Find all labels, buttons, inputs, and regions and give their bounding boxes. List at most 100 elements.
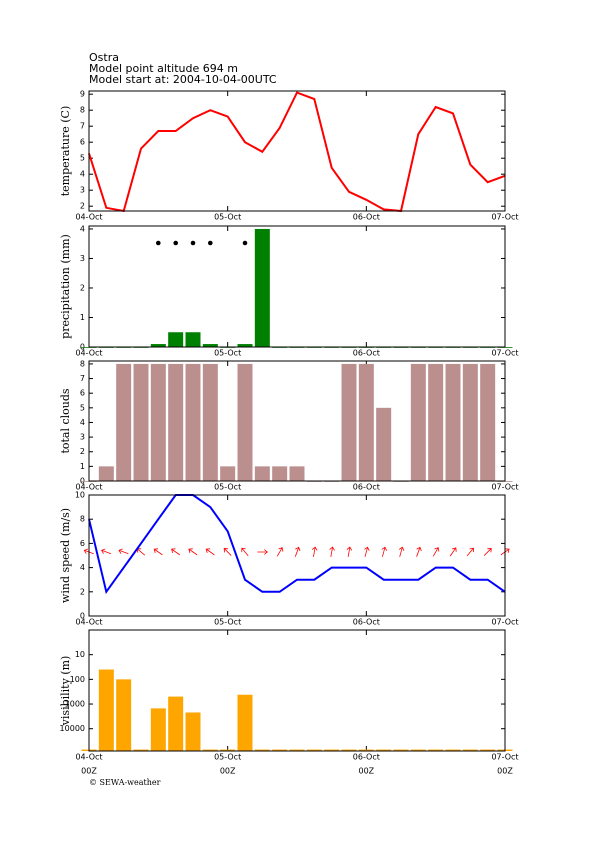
time-label: 00Z <box>81 767 97 776</box>
x-tick-label: 06-Oct <box>353 213 380 222</box>
y-tick-label: 6 <box>80 539 85 548</box>
y-tick-label: 100 <box>70 675 85 684</box>
bar <box>289 749 305 751</box>
x-tick-label: 06-Oct <box>353 483 380 492</box>
bar <box>289 466 305 481</box>
bar <box>185 332 201 347</box>
y-tick-label: 2 <box>80 202 85 211</box>
x-tick-label: 06-Oct <box>353 618 380 627</box>
bar <box>168 363 184 481</box>
y-tick-label: 2 <box>80 587 85 596</box>
x-tick-label: 07-Oct <box>491 483 518 492</box>
y-axis-label: wind speed (m/s) <box>59 508 72 603</box>
y-tick-label: 9 <box>80 90 85 99</box>
bar <box>237 363 253 481</box>
bar <box>410 749 426 751</box>
bar <box>376 407 392 481</box>
x-tick-label: 04-Oct <box>75 753 102 762</box>
y-tick-label: 4 <box>80 563 85 572</box>
y-tick-label: 7 <box>80 374 85 383</box>
y-tick-label: 2 <box>80 283 85 292</box>
bar <box>220 466 236 481</box>
x-tick-label: 06-Oct <box>353 753 380 762</box>
bar <box>133 363 149 481</box>
x-tick-label: 07-Oct <box>491 349 518 358</box>
altitude: Model point altitude 694 m <box>89 62 238 75</box>
station-name: Ostra <box>89 51 119 64</box>
bar <box>116 363 132 481</box>
line <box>88 494 506 595</box>
bar <box>98 466 114 481</box>
bar <box>480 363 496 481</box>
x-tick-label: 07-Oct <box>491 753 518 762</box>
precip-symbols <box>156 240 265 246</box>
y-tick-label: 6 <box>80 389 85 398</box>
x-tick-label: 04-Oct <box>75 618 102 627</box>
x-tick-label: 06-Oct <box>353 349 380 358</box>
panel: temperature (C) 2 3 4 5 6 7 8 9 04-Oct 05-Oct 06-Oc… <box>59 90 519 222</box>
plot-frame <box>88 360 506 482</box>
time-label: 00Z <box>358 767 374 776</box>
line <box>88 91 506 213</box>
y-axis-label: visibility (m) <box>59 656 72 727</box>
panel: visibility (m)10 100 1000 10000 04-Oct 05-Oct… <box>59 629 519 776</box>
bar <box>168 332 184 347</box>
time-label: 00Z <box>497 767 513 776</box>
y-tick-label: 8 <box>80 515 85 524</box>
x-tick-label: 05-Oct <box>214 483 241 492</box>
bar <box>254 228 270 347</box>
bar <box>220 749 236 751</box>
y-axis-label: precipitation (mm) <box>59 234 72 339</box>
plot-frame <box>88 225 506 348</box>
y-tick-label: 1 <box>80 462 85 471</box>
bar <box>393 749 409 751</box>
bar <box>358 749 374 751</box>
bar <box>272 466 288 481</box>
x-tick-label: 04-Oct <box>75 483 102 492</box>
plot-frame <box>88 494 506 617</box>
y-tick-label: 10000 <box>60 724 85 733</box>
y-tick-label: 10 <box>75 650 85 659</box>
model-start: Model start at: 2004-10-04-00UTC <box>89 73 277 86</box>
x-tick-label: 05-Oct <box>214 349 241 358</box>
y-tick-label: 8 <box>80 359 85 368</box>
y-tick-label: 2 <box>80 447 85 456</box>
y-axis-label: total clouds <box>59 388 72 453</box>
bar <box>462 749 478 751</box>
bar <box>150 708 166 751</box>
bar <box>237 344 253 347</box>
y-tick-label: 7 <box>80 122 85 131</box>
bar <box>202 344 218 347</box>
x-tick-label: 04-Oct <box>75 349 102 358</box>
time-label: 00Z <box>220 767 236 776</box>
panel: wind speed (m/s) 0 2 4 6 8 10 04-Oct 05-Oct 06-Oc… <box>59 491 519 627</box>
y-tick-label: 8 <box>80 106 85 115</box>
bar <box>376 749 392 751</box>
bar <box>410 363 426 481</box>
bar <box>272 749 288 751</box>
y-tick-label: 5 <box>80 403 85 412</box>
y-tick-label: 0 <box>80 612 85 621</box>
bar <box>254 466 270 481</box>
bar <box>185 712 201 751</box>
bar <box>324 749 340 751</box>
bar <box>445 749 461 751</box>
y-tick-label: 10 <box>75 491 85 500</box>
bar <box>428 749 444 751</box>
bar <box>445 363 461 481</box>
panel: precipitation (mm)0123404-Oct05-Oct06-Oc… <box>59 224 519 357</box>
x-tick-label: 05-Oct <box>214 618 241 627</box>
bar <box>133 749 149 751</box>
y-tick-label: 4 <box>80 418 85 427</box>
bar <box>254 749 270 751</box>
bar <box>98 669 114 751</box>
x-tick-label: 07-Oct <box>491 213 518 222</box>
bar <box>428 363 444 481</box>
y-tick-label: 5 <box>80 154 85 163</box>
y-tick-label: 1 <box>80 313 85 322</box>
panel: total clouds01234567804-Oct05-Oct06-Oct0… <box>59 359 519 491</box>
x-tick-label: 05-Oct <box>214 753 241 762</box>
bar <box>358 363 374 481</box>
x-tick-label: 05-Oct <box>214 213 241 222</box>
